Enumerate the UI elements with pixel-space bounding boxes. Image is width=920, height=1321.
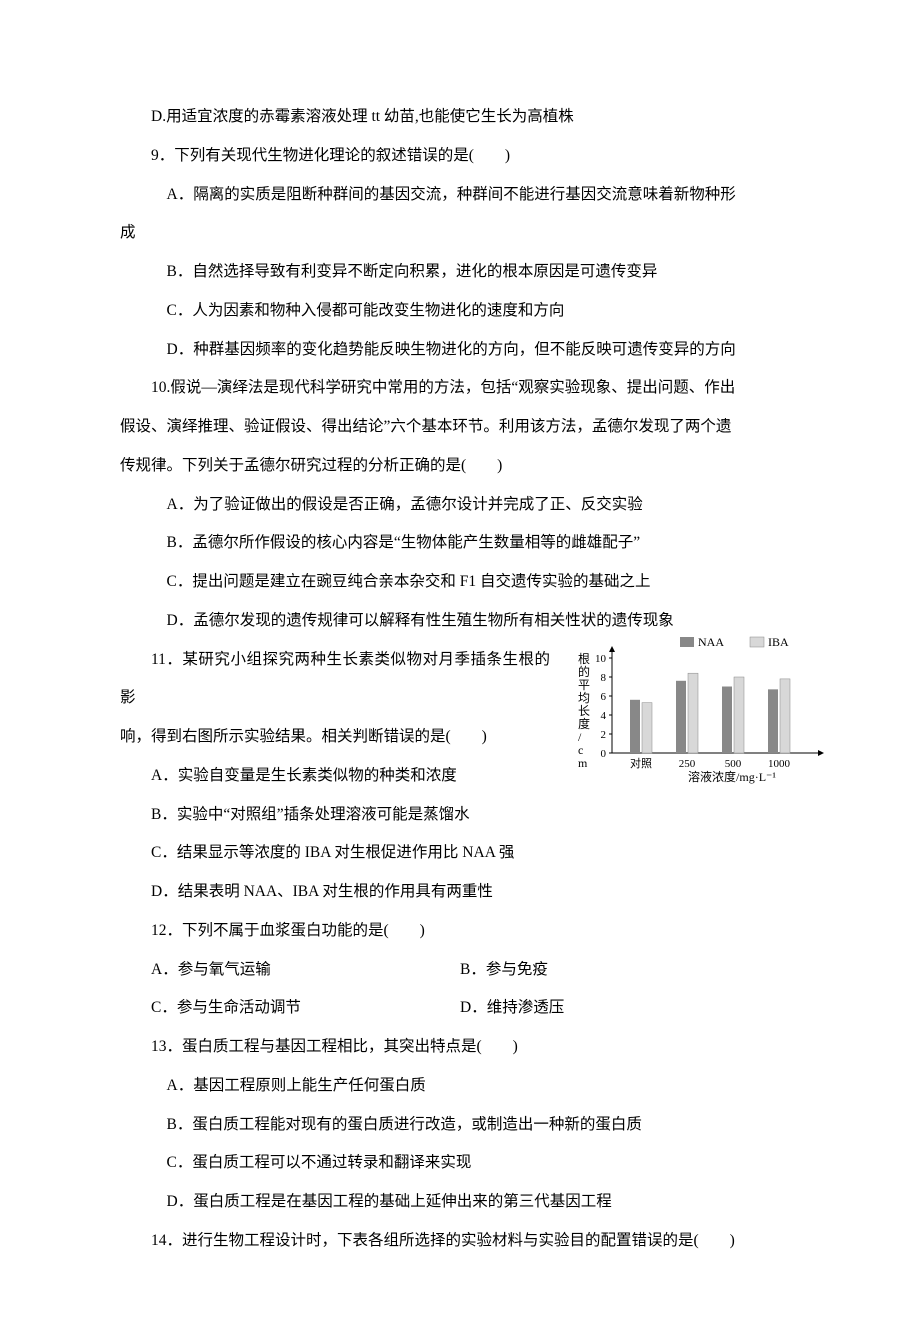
q9-option-a: A．隔离的实质是阻断种群间的基因交流，种群间不能进行基因交流意味着新物种形 — [120, 176, 800, 215]
q11-stem-2: 响，得到右图所示实验结果。相关判断错误的是( ) — [120, 718, 550, 757]
q10-option-a: A．为了验证做出的假设是否正确，孟德尔设计并完成了正、反交实验 — [120, 486, 800, 525]
q12-row2: C．参与生命活动调节 D．维持渗透压 — [120, 989, 800, 1028]
svg-text:4: 4 — [601, 710, 607, 722]
svg-text:m: m — [578, 756, 588, 770]
q12-option-c: C．参与生命活动调节 — [120, 989, 460, 1028]
q11-block: 11．某研究小组探究两种生长素类似物对月季插条生根的影 响，得到右图所示实验结果… — [120, 641, 800, 912]
q13-stem: 13．蛋白质工程与基因工程相比，其突出特点是( ) — [120, 1028, 800, 1067]
svg-text:c: c — [578, 743, 583, 757]
q11-option-a: A．实验自变量是生长素类似物的种类和浓度 — [120, 757, 550, 796]
q10-option-b: B．孟德尔所作假设的核心内容是“生物体能产生数量相等的雌雄配子” — [120, 524, 800, 563]
q9-stem: 9．下列有关现代生物进化理论的叙述错误的是( ) — [120, 137, 800, 176]
q10-stem-2: 假设、演绎推理、验证假设、得出结论”六个基本环节。利用该方法，孟德尔发现了两个遗 — [120, 408, 800, 447]
document-page: D.用适宜浓度的赤霉素溶液处理 tt 幼苗,也能使它生长为高植株 9．下列有关现… — [0, 0, 920, 1321]
q12-row1: A．参与氧气运输 B．参与免疫 — [120, 951, 800, 990]
q13-option-d: D．蛋白质工程是在基因工程的基础上延伸出来的第三代基因工程 — [120, 1183, 800, 1222]
q14-stem: 14．进行生物工程设计时，下表各组所选择的实验材料与实验目的配置错误的是( ) — [120, 1222, 800, 1261]
q11-option-d: D．结果表明 NAA、IBA 对生根的作用具有两重性 — [120, 873, 800, 912]
q12-option-d: D．维持渗透压 — [460, 989, 800, 1028]
svg-text:的: 的 — [578, 664, 590, 679]
q11-option-b: B．实验中“对照组”插条处理溶液可能是蒸馏水 — [120, 796, 550, 835]
q9-option-a-tail: 成 — [120, 214, 800, 253]
q11-stem-1: 11．某研究小组探究两种生长素类似物对月季插条生根的影 — [120, 641, 550, 719]
svg-text:500: 500 — [725, 758, 742, 770]
svg-text:度: 度 — [578, 716, 590, 731]
q9-option-d: D．种群基因频率的变化趋势能反映生物进化的方向，但不能反映可遗传变异的方向 — [120, 331, 800, 370]
svg-text:根: 根 — [578, 652, 590, 666]
q13-option-a: A．基因工程原则上能生产任何蛋白质 — [120, 1067, 800, 1106]
svg-text:长: 长 — [578, 704, 590, 718]
q11-bar-chart: NAA IBA 0 2 4 6 8 10 根的平均长度/cm 对照 250 500 1000溶液浓度/m… — [570, 635, 830, 785]
q8-option-d: D.用适宜浓度的赤霉素溶液处理 tt 幼苗,也能使它生长为高植株 — [120, 98, 800, 137]
svg-text:10: 10 — [595, 653, 607, 665]
q9-option-c: C．人为因素和物种入侵都可能改变生物进化的速度和方向 — [120, 292, 800, 331]
svg-text:对照: 对照 — [630, 756, 652, 770]
svg-text:250: 250 — [679, 758, 696, 770]
q9-option-b: B．自然选择导致有利变异不断定向积累，进化的根本原因是可遗传变异 — [120, 253, 800, 292]
svg-text:6: 6 — [601, 691, 607, 703]
svg-text:8: 8 — [601, 672, 607, 684]
q10-stem-1: 10.假说—演绎法是现代科学研究中常用的方法，包括“观察实验现象、提出问题、作出 — [120, 369, 800, 408]
svg-text:2: 2 — [601, 729, 607, 741]
q10-option-c: C．提出问题是建立在豌豆纯合亲本杂交和 F1 自交遗传实验的基础之上 — [120, 563, 800, 602]
svg-text:IBA: IBA — [768, 635, 789, 649]
svg-text:/: / — [578, 730, 582, 744]
svg-text:NAA: NAA — [698, 635, 724, 649]
q13-option-c: C．蛋白质工程可以不通过转录和翻译来实现 — [120, 1144, 800, 1183]
svg-text:均: 均 — [578, 691, 590, 705]
svg-text:0: 0 — [601, 748, 607, 760]
q13-option-b: B．蛋白质工程能对现有的蛋白质进行改造，或制造出一种新的蛋白质 — [120, 1106, 800, 1145]
q11-option-c: C．结果显示等浓度的 IBA 对生根促进作用比 NAA 强 — [120, 834, 800, 873]
bar-chart-svg: NAA IBA 0 2 4 6 8 10 根的平均长度/cm 对照 250 500 1000溶液浓度/m… — [570, 635, 830, 785]
q12-stem: 12．下列不属于血浆蛋白功能的是( ) — [120, 912, 800, 951]
q12-option-a: A．参与氧气运输 — [120, 951, 460, 990]
svg-text:1000: 1000 — [768, 758, 791, 770]
q12-option-b: B．参与免疫 — [460, 951, 800, 990]
q10-stem-3: 传规律。下列关于孟德尔研究过程的分析正确的是( ) — [120, 447, 800, 486]
svg-text:溶液浓度/mg·L⁻¹: 溶液浓度/mg·L⁻¹ — [688, 769, 776, 784]
svg-text:平: 平 — [578, 678, 590, 692]
